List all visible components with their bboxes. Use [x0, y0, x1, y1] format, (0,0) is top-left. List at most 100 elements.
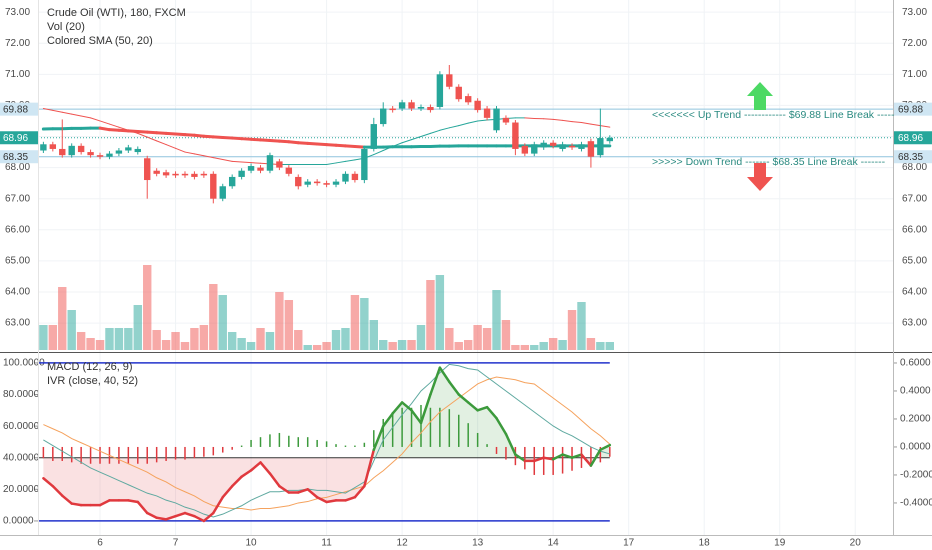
ivr-segment: [448, 380, 461, 396]
down-arrow: [747, 163, 773, 191]
sma-segment: [477, 119, 488, 122]
candle-body: [40, 144, 47, 151]
candle-body: [77, 145, 85, 153]
volume-bar: [482, 328, 492, 350]
ivr-segment: [466, 401, 479, 412]
candle-body: [483, 108, 491, 118]
ivr-segment: [570, 453, 583, 459]
sma-segment: [240, 137, 253, 141]
ivr-segment: [344, 495, 357, 502]
legend-label: Vol (20): [47, 21, 85, 33]
ivr-segment: [259, 461, 272, 475]
x-tick-label: 13: [472, 538, 484, 549]
ivr-segment: [306, 488, 319, 499]
candle-body: [398, 102, 406, 109]
sma-segment: [241, 161, 252, 164]
sma-segment: [373, 150, 384, 156]
sma-segment: [183, 133, 196, 137]
sma-segment: [156, 140, 167, 146]
ivr-segment: [174, 511, 187, 518]
level-box: [0, 102, 38, 116]
volume-bar: [303, 345, 312, 350]
ivr-segment: [230, 475, 243, 488]
ivr-segment: [268, 472, 281, 488]
candle-body: [228, 176, 236, 187]
ivr-segment: [419, 393, 432, 425]
ivr-segment: [495, 416, 508, 436]
y2-tick-label: 0.0000: [900, 442, 931, 453]
signal-line: [43, 376, 611, 511]
sma-segment: [155, 131, 168, 135]
volume-bar: [143, 265, 152, 350]
candle-body: [87, 152, 94, 156]
candle-body: [568, 145, 576, 148]
candle-body: [502, 117, 510, 123]
candle-body: [606, 137, 613, 142]
candle-body: [587, 141, 595, 157]
candle-body: [380, 108, 387, 125]
sma-segment: [164, 131, 178, 136]
ivr-segment: [381, 412, 394, 428]
candle-body: [115, 150, 123, 154]
volume-bar: [256, 328, 265, 350]
y-tick-label: 72.00: [5, 38, 30, 49]
candle-body: [446, 74, 453, 87]
volume-bar: [227, 332, 237, 350]
volume-bar: [190, 328, 199, 350]
volume-bar: [180, 342, 190, 350]
ivr-segment: [561, 453, 574, 459]
sma-segment: [117, 128, 130, 133]
volume-bar: [435, 275, 445, 350]
candle-body: [417, 106, 425, 109]
volume-bar: [586, 338, 596, 350]
volume-bar: [95, 340, 105, 350]
sma-segment: [98, 126, 111, 132]
candle-body: [144, 158, 151, 181]
y-tick-label: 63.00: [5, 318, 30, 329]
ivr-segment: [70, 502, 83, 507]
ivr-segment: [514, 453, 527, 463]
legend-label: MACD (12, 26, 9): [47, 361, 133, 373]
x-tick-label: 7: [173, 538, 179, 549]
ivr-segment: [240, 469, 253, 478]
candle-body: [266, 155, 274, 171]
volume-bar: [341, 328, 350, 350]
candle-body: [68, 145, 75, 156]
volume-bar: [171, 332, 180, 350]
volume-bar: [152, 330, 161, 350]
sma-segment: [107, 128, 121, 132]
y-tick-label: 100.0000: [3, 358, 45, 369]
y-tick-label: 64.00: [5, 287, 30, 298]
sma-segment: [439, 127, 450, 131]
candle-body: [257, 167, 264, 171]
sma-segment: [325, 143, 338, 147]
candle-body: [370, 124, 377, 149]
level-label: 69.88: [3, 104, 28, 115]
volume-bar: [454, 342, 463, 350]
ivr-segment: [580, 453, 593, 467]
volume-bar: [218, 295, 227, 350]
chart-title: Crude Oil (WTI), 180, FXCM: [47, 7, 186, 19]
annotation: >>>>> Down Trend ------- $68.35 Line Bre…: [652, 156, 886, 168]
x-tick-label: 20: [850, 538, 862, 549]
candle-body: [295, 176, 302, 187]
volume-bar: [58, 287, 67, 350]
x-tick-label: 14: [548, 538, 560, 549]
sma-segment: [165, 144, 177, 149]
candle-body: [153, 170, 160, 174]
candle-body: [219, 186, 226, 199]
volume-bar: [294, 330, 303, 350]
y-tick-label: 20.0000: [3, 484, 40, 495]
ivr-segment: [164, 514, 177, 521]
candle-body: [276, 161, 283, 168]
volume-bar: [426, 280, 435, 350]
candle-body: [351, 173, 359, 181]
candle-body: [597, 138, 604, 156]
ivr-segment: [372, 424, 385, 452]
x-tick-label: 18: [699, 538, 711, 549]
sma-segment: [192, 133, 206, 138]
sma-segment: [90, 117, 101, 122]
volume-bar: [369, 320, 378, 350]
sma-segment: [137, 132, 148, 138]
